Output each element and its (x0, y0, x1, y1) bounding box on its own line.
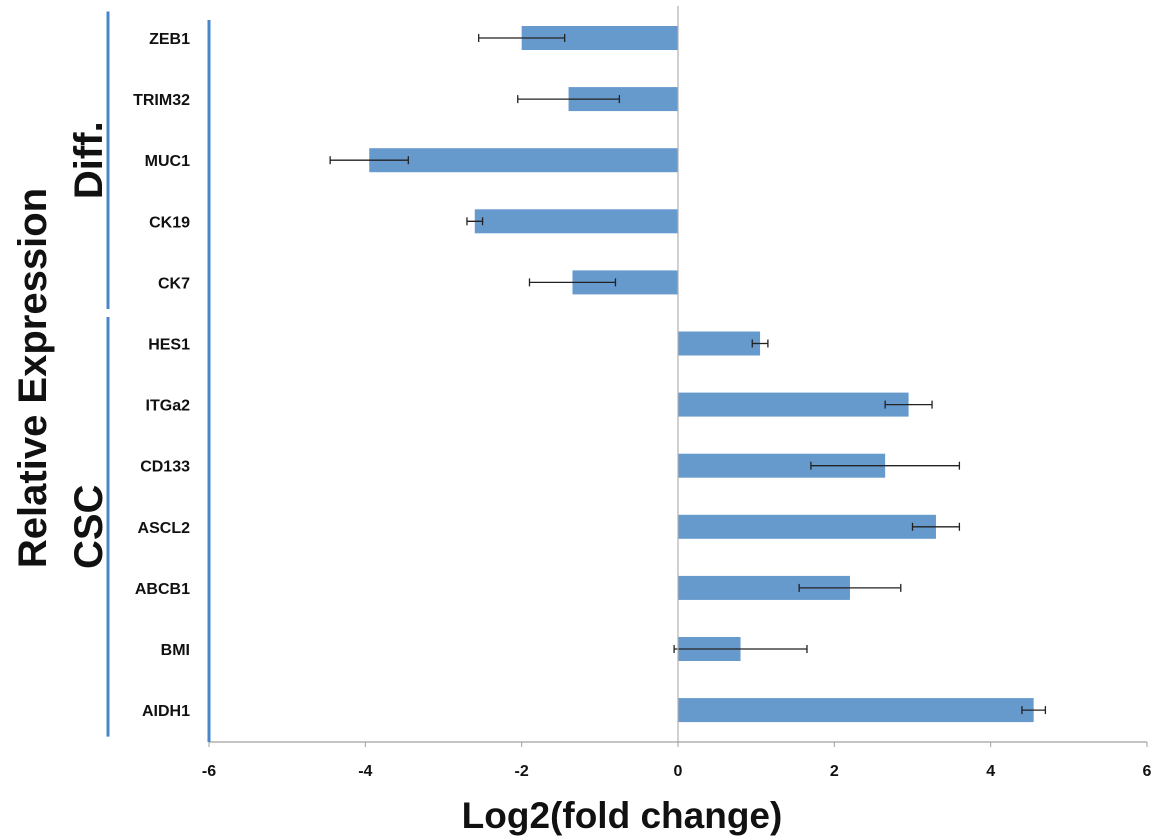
category-label: BMI (161, 642, 190, 659)
x-tick-label: -6 (202, 763, 216, 780)
axes-layer (106, 6, 1148, 747)
category-label: MUC1 (145, 153, 190, 170)
x-tick-label: 2 (830, 763, 839, 780)
category-label: ABCB1 (135, 581, 190, 598)
bar (678, 698, 1034, 723)
group-label: CSC (67, 485, 111, 569)
category-label: ITGa2 (146, 398, 191, 415)
category-label: ZEB1 (149, 31, 190, 48)
category-label: AIDH1 (142, 703, 190, 720)
y-axis-title: Relative Expression (11, 188, 55, 568)
category-label: ASCL2 (138, 520, 191, 537)
bar (678, 331, 761, 356)
bar (369, 148, 678, 173)
x-tick-label: 6 (1143, 763, 1152, 780)
bar (474, 209, 678, 234)
bar (678, 392, 909, 417)
x-tick-label: 0 (674, 763, 683, 780)
x-tick-label: -4 (358, 763, 372, 780)
category-label: CK19 (149, 214, 190, 231)
x-axis-title: Log2(fold change) (462, 795, 783, 836)
category-label: CK7 (158, 275, 190, 292)
category-label: HES1 (148, 337, 190, 354)
x-tick-label: 4 (986, 763, 995, 780)
bar (678, 514, 936, 539)
category-label: TRIM32 (133, 92, 190, 109)
x-tick-label: -2 (515, 763, 529, 780)
group-label: Diff. (67, 121, 111, 199)
labels-layer: -6 -4 -2 0 2 4 6 ZEB1 TRIM32 MUC1 CK19 CK7 HES1 ITGa2… (67, 31, 1152, 780)
category-label: CD133 (140, 459, 190, 476)
bars-layer (329, 26, 1047, 723)
